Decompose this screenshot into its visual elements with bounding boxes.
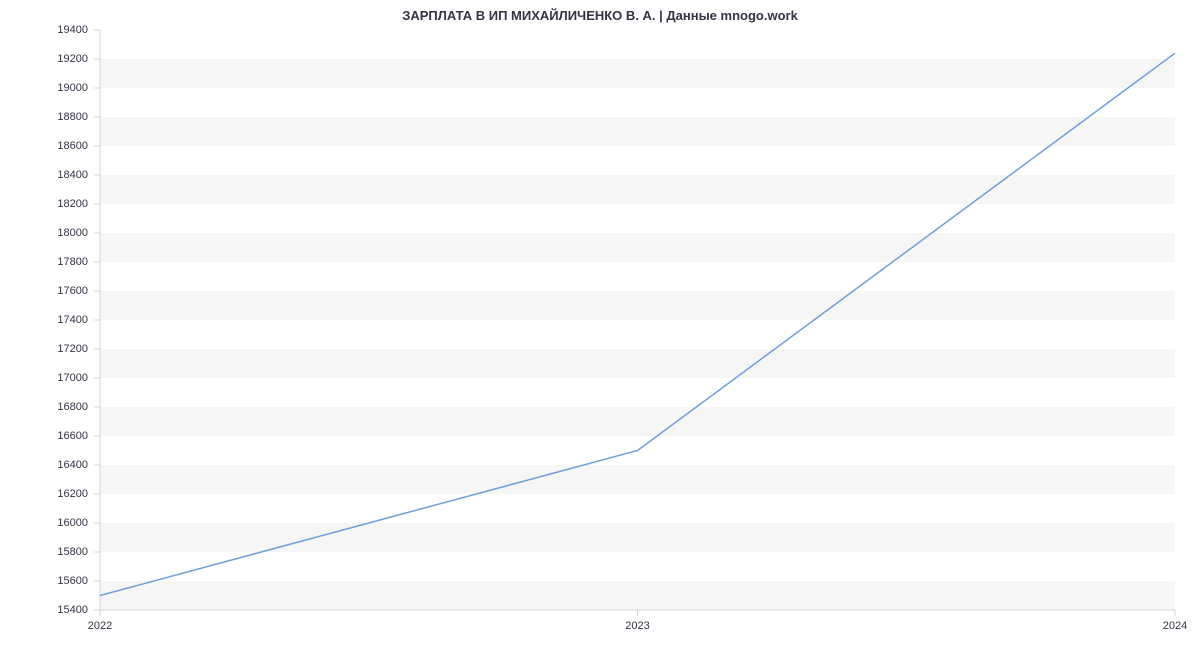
y-tick-label: 17000 xyxy=(46,372,88,384)
y-tick-label: 16800 xyxy=(46,401,88,413)
x-tick-label: 2024 xyxy=(1163,620,1187,632)
y-tick-label: 15600 xyxy=(46,575,88,587)
y-tick-label: 15400 xyxy=(46,604,88,616)
y-tick-label: 17400 xyxy=(46,314,88,326)
y-tick-label: 17800 xyxy=(46,256,88,268)
y-tick-label: 16000 xyxy=(46,517,88,529)
y-tick-label: 18800 xyxy=(46,111,88,123)
y-tick-label: 19000 xyxy=(46,82,88,94)
y-tick-label: 18400 xyxy=(46,169,88,181)
y-tick-label: 18200 xyxy=(46,198,88,210)
y-tick-label: 16600 xyxy=(46,430,88,442)
y-tick-label: 18600 xyxy=(46,140,88,152)
x-tick-label: 2022 xyxy=(88,620,112,632)
y-tick-label: 19200 xyxy=(46,53,88,65)
y-tick-label: 15800 xyxy=(46,546,88,558)
y-tick-label: 16400 xyxy=(46,459,88,471)
plot-svg xyxy=(100,30,1175,610)
y-tick-label: 17600 xyxy=(46,285,88,297)
plot-area xyxy=(100,30,1175,610)
y-tick-label: 16200 xyxy=(46,488,88,500)
y-tick-label: 18000 xyxy=(46,227,88,239)
y-tick-label: 17200 xyxy=(46,343,88,355)
y-tick-label: 19400 xyxy=(46,24,88,36)
x-tick-label: 2023 xyxy=(625,620,649,632)
salary-line-chart: ЗАРПЛАТА В ИП МИХАЙЛИЧЕНКО В. А. | Данны… xyxy=(0,0,1200,650)
chart-title: ЗАРПЛАТА В ИП МИХАЙЛИЧЕНКО В. А. | Данны… xyxy=(0,8,1200,23)
